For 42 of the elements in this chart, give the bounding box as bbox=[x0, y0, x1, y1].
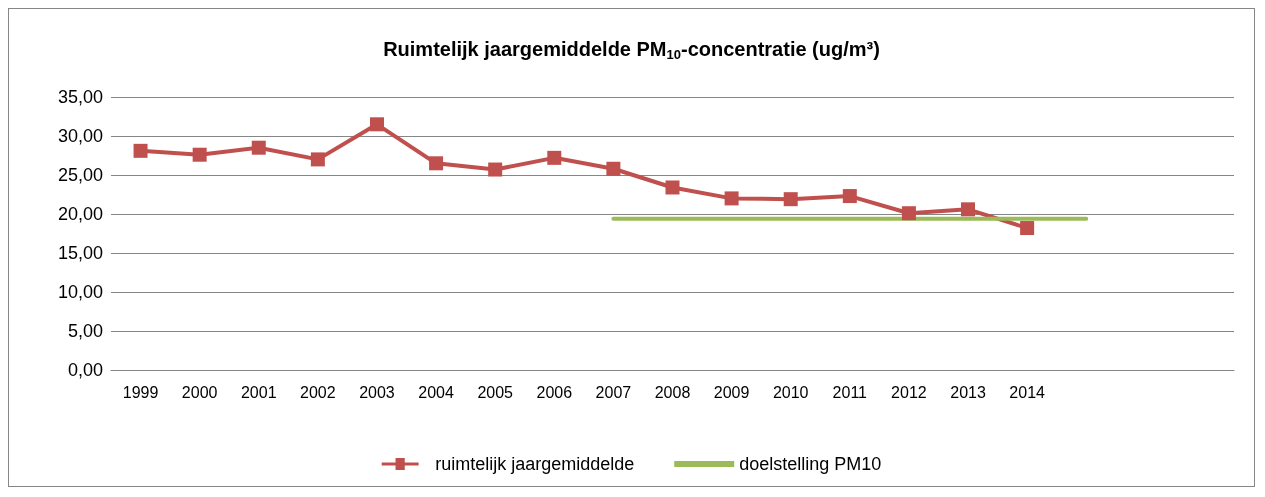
point bbox=[369, 117, 384, 132]
point bbox=[251, 140, 266, 155]
y-tick-label: 10,00 bbox=[57, 282, 103, 302]
y-tick-label: 25,00 bbox=[57, 165, 103, 185]
point bbox=[1020, 221, 1035, 236]
y-tick-label: 0,00 bbox=[67, 360, 103, 380]
x-tick-label: 2003 bbox=[359, 383, 395, 401]
point bbox=[901, 206, 916, 221]
y-tick-label: 30,00 bbox=[57, 126, 103, 146]
x-tick-label: 2013 bbox=[950, 383, 986, 401]
point bbox=[310, 152, 325, 167]
point bbox=[724, 191, 739, 206]
x-tick-label: 2002 bbox=[300, 383, 336, 401]
x-tick-label: 2009 bbox=[713, 383, 750, 401]
point bbox=[783, 192, 798, 207]
x-tick-label: 2000 bbox=[181, 383, 218, 401]
y-tick-label: 20,00 bbox=[57, 204, 103, 224]
x-tick-label: 2010 bbox=[772, 383, 809, 401]
x-tick-label: 2011 bbox=[832, 383, 868, 401]
x-tick-label: 2008 bbox=[654, 383, 691, 401]
point bbox=[665, 180, 680, 195]
point bbox=[606, 161, 621, 176]
y-tick-label: 35,00 bbox=[57, 87, 103, 107]
point bbox=[488, 162, 503, 177]
x-tick-label: 2001 bbox=[240, 383, 277, 401]
x-tick-label: 2012 bbox=[891, 383, 927, 401]
x-tick-label: 2007 bbox=[595, 383, 632, 401]
y-tick-label: 15,00 bbox=[57, 243, 103, 263]
legend-label: doelstelling PM10 bbox=[739, 454, 882, 474]
x-tick-label: 2006 bbox=[536, 383, 573, 401]
x-tick-label: 2004 bbox=[418, 383, 454, 401]
x-tick-label: 1999 bbox=[122, 383, 159, 401]
point bbox=[842, 189, 857, 204]
y-tick-label: 5,00 bbox=[67, 321, 103, 341]
x-tick-label: 2005 bbox=[477, 383, 514, 401]
point bbox=[192, 147, 207, 162]
point bbox=[961, 202, 976, 217]
x-tick-label: 2014 bbox=[1009, 383, 1046, 401]
point bbox=[429, 156, 444, 171]
point bbox=[547, 150, 562, 165]
point bbox=[133, 143, 148, 158]
legend-label: ruimtelijk jaargemiddelde bbox=[435, 454, 635, 474]
